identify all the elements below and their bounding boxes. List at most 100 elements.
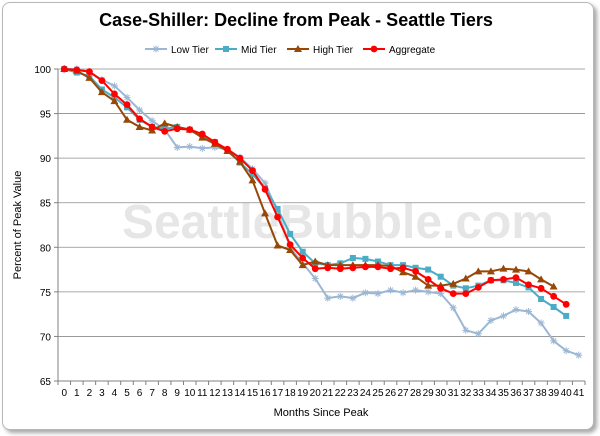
data-point (261, 185, 269, 193)
data-point (148, 123, 156, 131)
data-point (286, 245, 295, 253)
data-point (198, 144, 206, 152)
data-point (550, 292, 558, 300)
x-tick-label: 36 (510, 388, 522, 399)
x-tick-label: 28 (410, 388, 422, 399)
data-point (97, 88, 106, 96)
data-point (111, 90, 118, 98)
x-tick-label: 22 (335, 388, 347, 399)
data-point (294, 45, 302, 52)
x-tick-label: 12 (209, 388, 221, 399)
x-tick-label: 29 (423, 388, 435, 399)
x-tick-label: 21 (322, 388, 334, 399)
y-tick-label: 90 (40, 154, 52, 165)
data-point (462, 290, 470, 298)
data-point (562, 300, 570, 308)
x-tick-label: 15 (247, 388, 259, 399)
data-point (424, 281, 433, 289)
data-point (538, 295, 545, 302)
data-point (462, 326, 470, 334)
data-point (274, 205, 281, 212)
x-tick-label: 30 (435, 388, 447, 399)
data-point (425, 266, 432, 273)
data-point (449, 290, 457, 298)
data-point (437, 273, 444, 280)
data-point (499, 312, 507, 320)
x-tick-label: 4 (112, 388, 118, 399)
data-point (261, 209, 270, 217)
data-point (311, 274, 319, 282)
data-point (412, 267, 420, 275)
data-point (286, 241, 294, 249)
data-point (575, 351, 583, 359)
data-point (211, 138, 219, 146)
y-tick-label: 80 (40, 243, 52, 254)
data-point (299, 254, 307, 262)
data-point (123, 101, 131, 109)
x-tick-label: 2 (87, 388, 93, 399)
data-point (411, 272, 420, 280)
data-point (349, 254, 356, 261)
data-point (399, 264, 407, 272)
data-point (349, 294, 357, 302)
gridlines (58, 68, 585, 337)
data-point (248, 176, 257, 184)
data-point (135, 122, 144, 130)
data-point (563, 312, 570, 319)
x-tick-label: 41 (573, 388, 585, 399)
data-point (123, 94, 131, 102)
data-point (261, 179, 269, 187)
x-tick-label: 8 (162, 388, 168, 399)
chart-title: Case-Shiller: Decline from Peak - Seattl… (99, 10, 493, 30)
data-point (461, 274, 470, 282)
data-point (486, 267, 495, 275)
data-point (524, 267, 533, 275)
data-point (499, 264, 508, 272)
legend-label: Aggregate (389, 45, 436, 56)
x-tick-label: 0 (61, 388, 67, 399)
x-tick-label: 14 (234, 388, 246, 399)
data-point (136, 106, 144, 114)
series-line (64, 68, 555, 288)
y-tick-label: 100 (34, 65, 51, 76)
data-point (424, 275, 432, 283)
data-point (449, 304, 457, 312)
data-point (336, 292, 344, 300)
x-tick-label: 11 (197, 388, 208, 399)
x-tick-label: 38 (536, 388, 548, 399)
x-tick-label: 7 (149, 388, 155, 399)
data-point (399, 268, 408, 276)
data-point (550, 304, 557, 311)
x-tick-label: 1 (74, 388, 80, 399)
data-point (299, 248, 306, 255)
x-tick-label: 31 (448, 388, 460, 399)
y-tick-label: 65 (40, 377, 52, 388)
data-point (223, 145, 231, 153)
data-point (511, 265, 520, 273)
data-point (550, 337, 558, 345)
data-point (399, 289, 407, 297)
data-point (311, 257, 320, 265)
series-aggregate (60, 65, 570, 308)
data-point (374, 290, 382, 298)
data-point (274, 213, 281, 221)
data-point (110, 82, 118, 90)
x-tick-label: 23 (347, 388, 359, 399)
data-point (223, 46, 229, 52)
data-point (387, 265, 394, 273)
x-tick-label: 16 (259, 388, 271, 399)
data-point (273, 241, 282, 249)
data-point (361, 289, 369, 297)
x-tick-label: 10 (184, 388, 196, 399)
data-point (437, 290, 445, 298)
legend-label: Low Tier (171, 45, 209, 56)
data-point (424, 288, 432, 296)
data-point (186, 143, 194, 151)
data-point (549, 282, 558, 290)
data-point (512, 279, 519, 286)
data-point (370, 45, 378, 53)
x-tick-label: 17 (272, 388, 284, 399)
data-point (110, 97, 119, 105)
x-tick-label: 9 (174, 388, 180, 399)
x-tick-label: 39 (548, 388, 560, 399)
